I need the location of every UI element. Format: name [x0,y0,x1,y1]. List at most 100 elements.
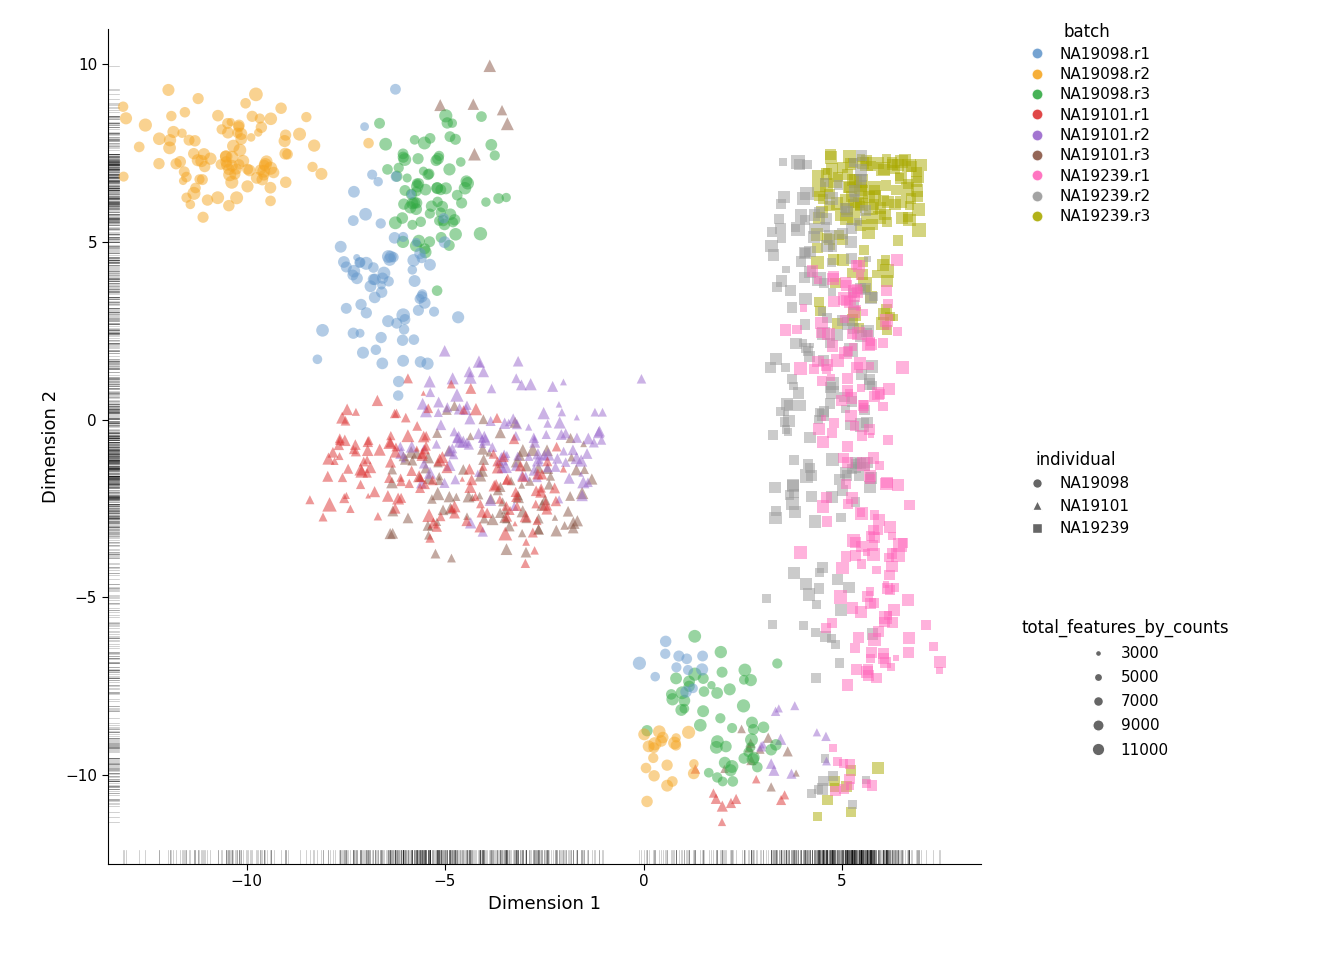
Point [798,587,820,602]
Point [360,278,382,294]
Point [433,210,454,226]
Point [844,199,866,214]
Point [536,416,558,431]
Point [503,431,524,446]
Point [371,356,392,372]
Point [406,183,427,199]
Point [800,244,821,259]
Point [259,160,281,176]
Point [431,199,453,214]
Point [562,520,583,536]
Point [370,216,391,231]
Point [544,510,566,525]
Point [495,459,516,474]
Point [886,252,907,268]
Point [812,499,833,515]
Point [570,453,591,468]
Point [430,509,452,524]
Point [862,359,883,374]
Point [851,539,872,554]
Point [862,778,883,793]
Point [732,672,754,687]
Point [415,460,437,475]
Point [469,519,491,535]
Point [392,332,414,348]
Point [851,506,872,521]
Point [388,373,410,389]
Point [456,397,477,413]
Point [790,544,812,560]
Point [515,544,536,560]
Point [542,379,563,395]
Point [875,313,896,328]
Point [405,132,426,148]
Point [876,263,898,278]
Point [835,346,856,361]
Point [801,468,823,483]
Point [711,799,732,814]
Point [481,381,503,396]
Point [411,445,433,461]
Point [520,376,542,392]
Point [863,197,884,212]
Point [296,109,317,125]
Point [844,494,866,510]
Point [465,489,487,504]
Point [922,638,943,654]
Point [571,485,593,500]
Point [818,326,840,342]
Point [351,464,372,479]
Point [253,168,274,183]
Point [165,156,187,172]
Point [860,528,882,543]
Point [788,385,809,400]
Point [836,779,857,794]
Point [857,661,879,677]
Point [496,116,517,132]
Point [425,153,446,168]
Point [765,511,786,526]
Point [770,792,792,807]
Legend: NA19098.r1, NA19098.r2, NA19098.r3, NA19101.r1, NA19101.r2, NA19101.r3, NA19239.: NA19098.r1, NA19098.r2, NA19098.r3, NA19… [1016,17,1157,230]
Point [847,281,868,297]
Point [841,394,863,409]
Point [872,193,894,208]
Point [468,426,489,442]
Point [732,698,754,713]
Point [836,468,857,483]
Point [835,549,856,564]
Point [839,149,860,164]
Point [875,610,896,625]
Point [703,785,724,801]
Point [899,198,921,213]
Point [851,151,872,166]
Point [484,148,505,163]
Point [829,471,851,487]
Point [340,501,362,516]
Point [784,452,805,468]
Point [874,306,895,322]
Point [504,516,526,531]
Point [860,595,882,611]
Point [899,497,921,513]
Point [844,548,866,564]
Point [671,703,692,718]
Point [644,736,665,752]
Point [571,488,593,503]
Point [812,191,833,206]
Point [419,234,441,250]
Point [413,429,434,444]
Point [782,477,804,492]
Point [411,286,433,301]
Point [148,156,169,171]
Point [187,153,208,168]
Point [849,198,871,213]
Point [832,313,853,328]
Point [841,326,863,342]
Point [874,161,895,177]
Point [844,306,866,322]
Point [835,201,856,216]
Point [482,446,504,462]
Point [487,454,508,469]
Point [495,416,516,431]
